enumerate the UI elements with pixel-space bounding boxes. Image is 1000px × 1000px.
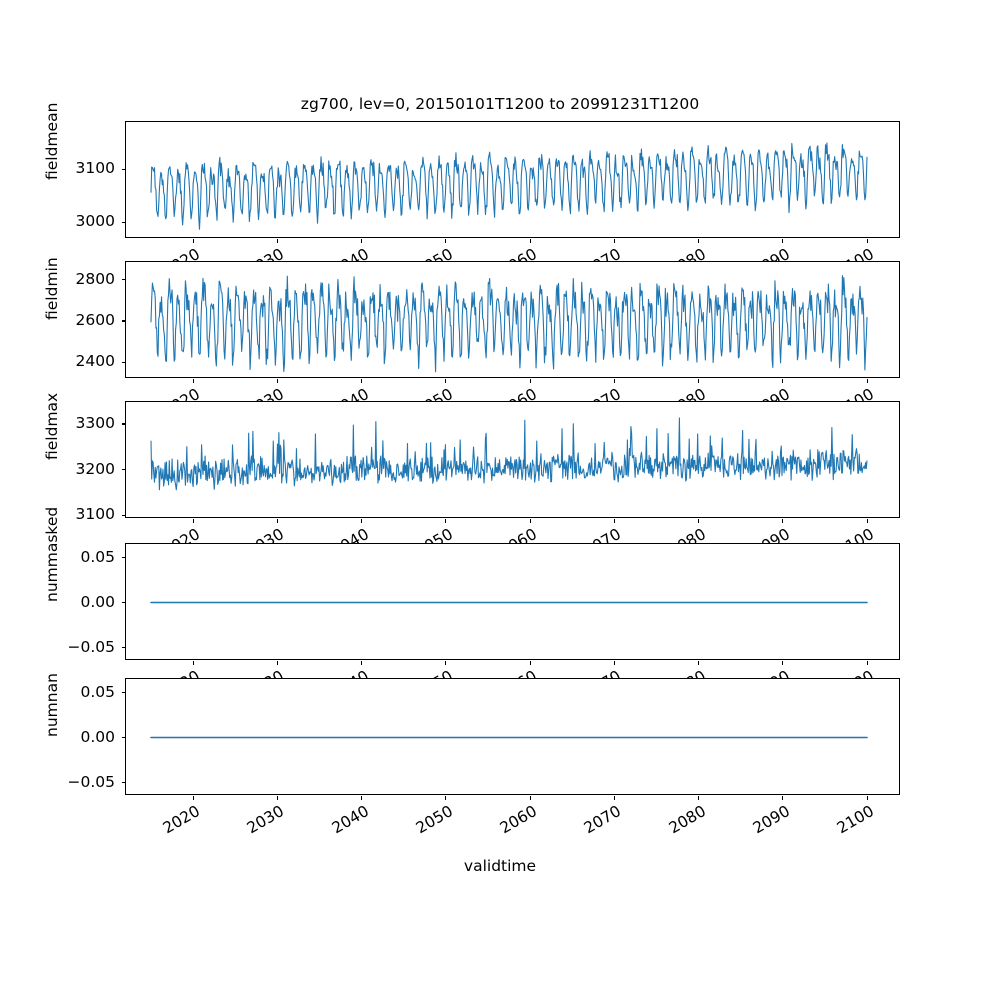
x-tick-mark <box>276 661 278 665</box>
y-tick-mark <box>122 168 126 171</box>
y-tick-mark <box>122 782 126 784</box>
x-tick-mark <box>698 661 700 665</box>
x-tick-label: 2050 <box>412 802 456 838</box>
x-tick-mark <box>445 661 447 665</box>
y-tick-label: 0.00 <box>80 592 115 611</box>
y-tick-mark <box>122 279 126 281</box>
x-tick-mark <box>698 379 700 383</box>
x-axis-label: validtime <box>463 857 537 875</box>
y-tick-mark <box>122 221 126 223</box>
y-tick-mark <box>122 320 126 322</box>
y-tick-label: 3000 <box>75 212 115 231</box>
y-tick-mark <box>122 514 126 516</box>
x-tick-mark <box>782 519 784 523</box>
y-tick-label: 0.05 <box>80 547 115 566</box>
x-tick-mark <box>698 519 700 523</box>
x-tick-label: 2090 <box>749 802 793 838</box>
y-tick-mark <box>122 647 126 649</box>
x-tick-mark <box>361 519 363 523</box>
x-tick-mark <box>866 796 868 800</box>
x-tick-mark <box>276 379 278 383</box>
subplot-numnan <box>122 678 900 800</box>
y-tick-mark <box>122 423 126 425</box>
y-tick-label: −0.05 <box>67 772 116 791</box>
y-tick-mark <box>122 361 126 363</box>
x-tick-mark <box>192 796 194 800</box>
x-tick-mark <box>192 519 194 523</box>
y-tick-mark <box>122 602 126 604</box>
x-tick-mark <box>613 239 615 243</box>
x-tick-mark <box>698 796 700 800</box>
plot-area <box>126 262 899 377</box>
x-tick-mark <box>192 379 194 383</box>
x-tick-mark <box>445 796 447 800</box>
x-tick-mark <box>782 661 784 665</box>
x-tick-mark <box>276 796 278 800</box>
subplot-fieldmean <box>122 121 900 243</box>
y-tick-label: 3300 <box>75 413 115 432</box>
x-tick-mark <box>866 239 868 243</box>
series-line-fieldmean <box>150 142 868 230</box>
x-tick-mark <box>361 239 363 243</box>
x-tick-mark <box>866 519 868 523</box>
subplot-fieldmin <box>122 261 900 383</box>
figure-title: zg700, lev=0, 20150101T1200 to 20991231T… <box>300 95 700 113</box>
x-tick-label: 2030 <box>244 802 288 838</box>
x-tick-mark <box>613 796 615 800</box>
x-tick-mark <box>445 519 447 523</box>
x-tick-mark <box>866 379 868 383</box>
x-tick-label: 2020 <box>159 802 204 838</box>
x-tick-mark <box>529 239 531 243</box>
x-tick-mark <box>613 661 615 665</box>
x-tick-mark <box>613 519 615 523</box>
x-tick-mark <box>529 519 531 523</box>
x-tick-label: 2040 <box>328 802 372 838</box>
x-tick-mark <box>361 796 363 800</box>
x-tick-mark <box>445 379 447 383</box>
y-tick-label: 3100 <box>75 159 115 178</box>
plot-area <box>126 544 899 659</box>
y-tick-label: 2400 <box>75 352 115 371</box>
subplot-fieldmax <box>122 401 900 523</box>
x-tick-mark <box>361 661 363 665</box>
x-tick-mark <box>529 796 531 800</box>
y-tick-label: 2600 <box>75 310 115 329</box>
x-tick-mark <box>782 379 784 383</box>
x-tick-mark <box>782 239 784 243</box>
x-tick-mark <box>276 239 278 243</box>
y-tick-label: 0.00 <box>80 727 115 746</box>
x-tick-mark <box>361 379 363 383</box>
x-tick-mark <box>192 661 194 665</box>
y-tick-label: 0.05 <box>80 682 115 701</box>
subplot-nummasked <box>122 543 900 665</box>
plot-area <box>126 679 899 794</box>
x-tick-label: 2080 <box>665 802 709 838</box>
x-tick-mark <box>276 519 278 523</box>
y-tick-label: 3200 <box>75 459 115 478</box>
y-tick-label: −0.05 <box>67 637 116 656</box>
x-tick-label: 2100 <box>833 802 877 838</box>
y-tick-mark <box>122 557 126 559</box>
y-tick-mark <box>122 737 126 739</box>
x-tick-mark <box>782 796 784 800</box>
plot-area <box>126 122 899 237</box>
x-tick-label: 2070 <box>581 802 625 838</box>
x-tick-mark <box>866 661 868 665</box>
x-tick-mark <box>529 661 531 665</box>
plot-area <box>126 402 899 517</box>
series-line-fieldmax <box>150 417 868 491</box>
x-tick-mark <box>613 379 615 383</box>
y-tick-mark <box>122 692 126 694</box>
x-tick-mark <box>698 239 700 243</box>
y-tick-label: 2800 <box>75 269 115 288</box>
series-line-fieldmin <box>150 275 868 373</box>
x-tick-mark <box>192 239 194 243</box>
x-tick-mark <box>445 239 447 243</box>
y-tick-mark <box>122 469 126 471</box>
y-tick-label: 3100 <box>75 505 115 524</box>
x-tick-mark <box>529 379 531 383</box>
x-tick-label: 2060 <box>496 802 541 838</box>
